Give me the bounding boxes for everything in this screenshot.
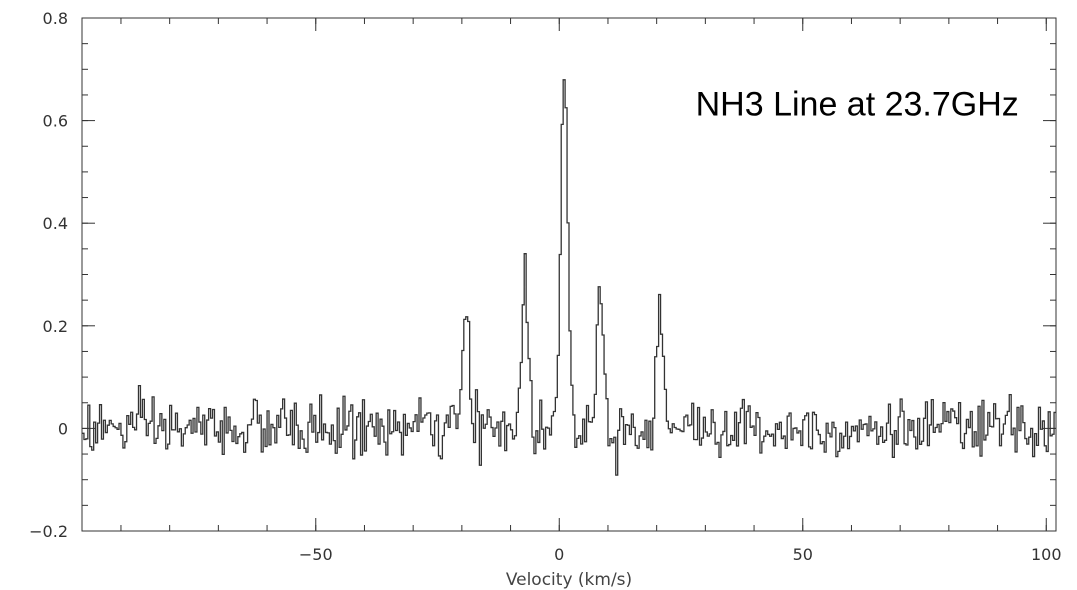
x-axis-title: Velocity (km/s)	[506, 570, 632, 590]
axis-ticks	[82, 17, 1056, 532]
x-tick-label: −50	[299, 545, 333, 564]
y-tick-label: 0	[58, 419, 68, 438]
y-tick-label: −0.2	[29, 522, 68, 541]
y-tick-label: 0.6	[43, 112, 68, 131]
y-tick-label: 0.2	[43, 317, 68, 336]
y-tick-label: 0.8	[43, 9, 68, 28]
chart-annotation: NH3 Line at 23.7GHz	[696, 85, 1019, 123]
x-tick-label: 0	[554, 545, 564, 564]
x-tick-label: 100	[1031, 545, 1062, 564]
y-tick-label: 0.4	[43, 214, 68, 233]
spectrum-line	[82, 79, 1056, 476]
y-tick-labels: −0.2 0 0.2 0.4 0.6 0.8	[29, 9, 68, 541]
x-tick-label: 50	[793, 545, 813, 564]
x-tick-labels: −50 0 50 100	[299, 545, 1062, 564]
